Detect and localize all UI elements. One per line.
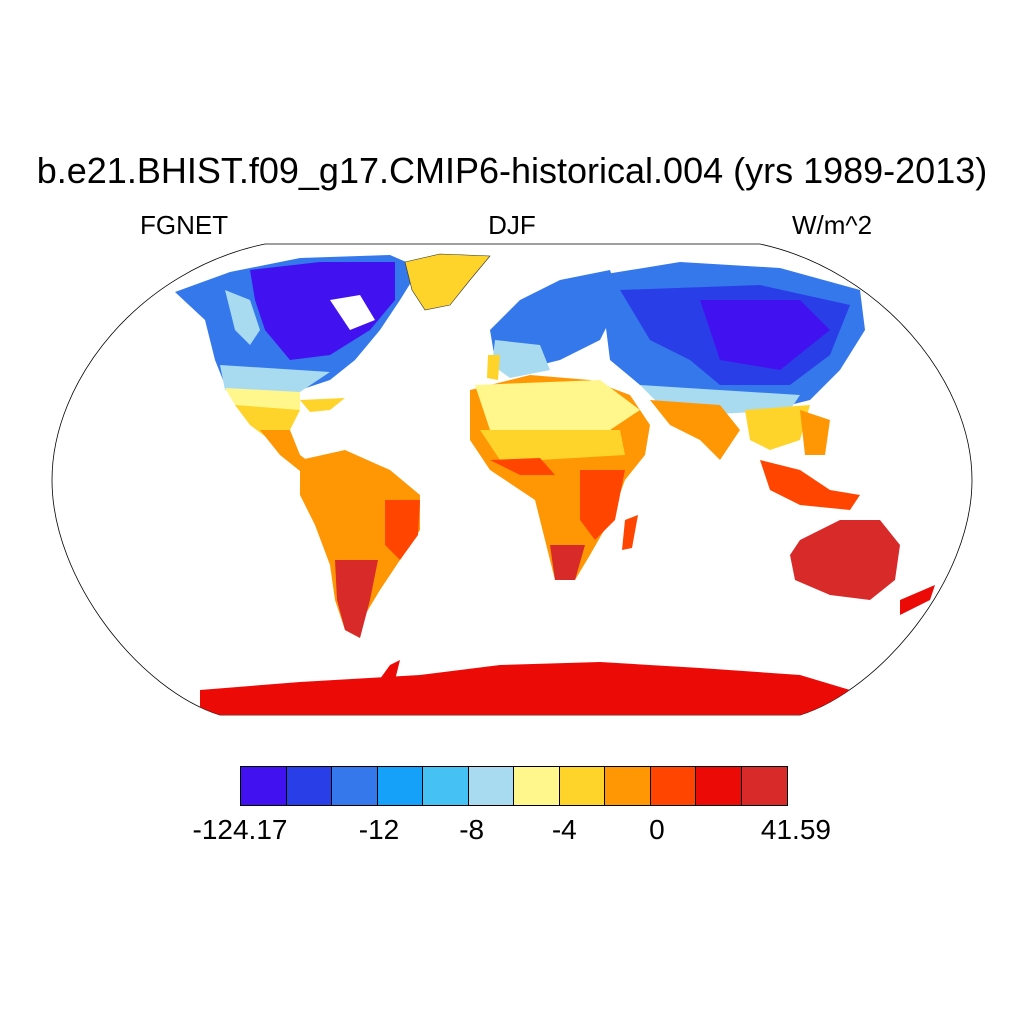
- colorbar-tick-label: -12: [358, 814, 400, 845]
- colorbar-tick-label: -8: [459, 814, 485, 845]
- colorbar-swatch: [514, 767, 560, 805]
- colorbar: [240, 766, 788, 806]
- colorbar-swatch: [423, 767, 469, 805]
- antarctic-peninsula: [372, 660, 400, 692]
- colorbar-swatch: [332, 767, 378, 805]
- africa: [470, 375, 650, 580]
- colorbar-swatch: [650, 767, 696, 805]
- colorbar-swatch: [696, 767, 742, 805]
- colorbar-swatch: [559, 767, 605, 805]
- colorbar-tick-label: -124.17: [192, 814, 288, 845]
- colorbar-tick-label: 0: [649, 814, 665, 845]
- colorbar-swatch: [741, 767, 787, 805]
- antarctica: [200, 662, 850, 715]
- colorbar-swatch: [468, 767, 514, 805]
- greenland: [404, 253, 491, 311]
- australia: [790, 520, 935, 615]
- south-america: [300, 450, 420, 638]
- colorbar-swatch: [605, 767, 651, 805]
- colorbar-tick-label: 41.59: [760, 814, 831, 845]
- colorbar-swatch: [377, 767, 423, 805]
- colorbar-tick-label: -4: [551, 814, 577, 845]
- season-label: DJF: [488, 210, 536, 240]
- europe: [487, 270, 620, 380]
- variable-label: FGNET: [140, 210, 229, 240]
- units-label: W/m^2: [792, 210, 873, 240]
- colorbar-swatch: [286, 767, 332, 805]
- colorbar-swatch: [241, 767, 287, 805]
- asia: [600, 262, 865, 510]
- plot-title: b.e21.BHIST.f09_g17.CMIP6-historical.004…: [36, 150, 988, 191]
